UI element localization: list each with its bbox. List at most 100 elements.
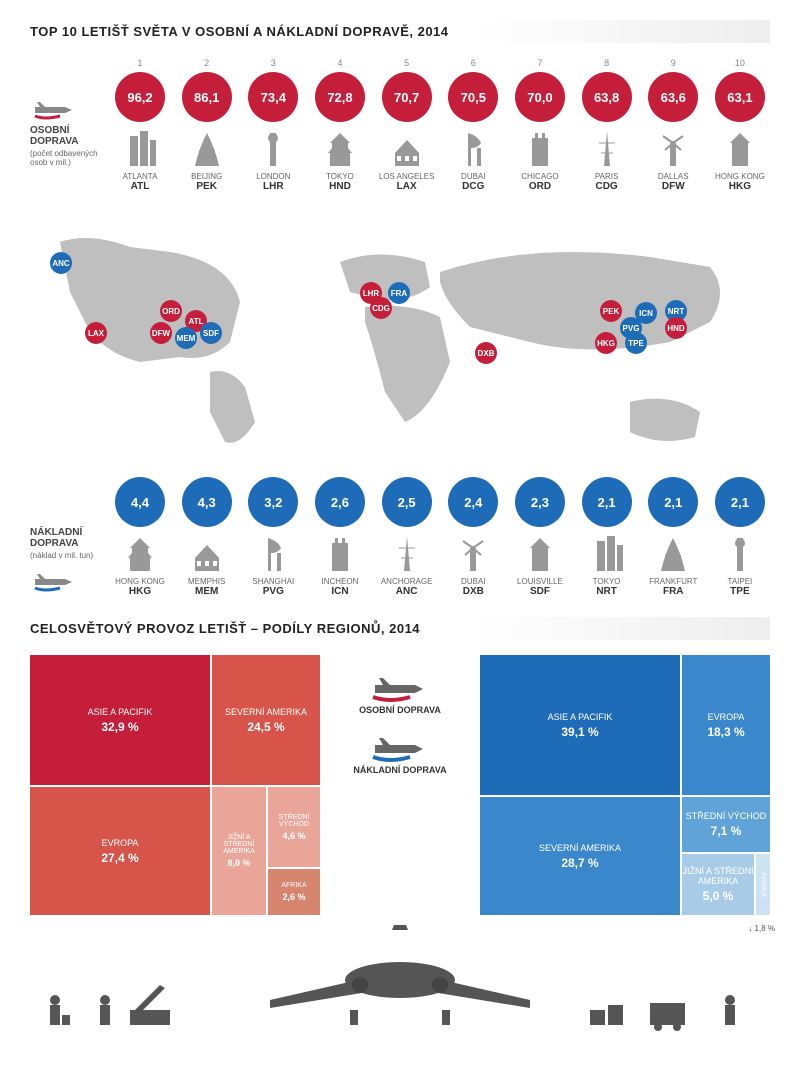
landmark-icon — [253, 128, 293, 168]
city-name: HONG KONG — [115, 577, 165, 586]
airport-code: ATL — [131, 181, 150, 192]
landmark-icon — [653, 533, 693, 573]
cargo-airport-FRA: 2,1 FRANKFURT FRA — [643, 477, 703, 597]
value-circle: 3,2 — [248, 477, 298, 527]
landmark-icon — [720, 128, 760, 168]
airport-code: ICN — [331, 586, 348, 597]
airport-code: NRT — [596, 586, 617, 597]
world-map: ANCLAXORDATLDFWMEMSDFLHRFRACDGDXBPEKICNN… — [30, 212, 770, 452]
dot-circle: LAX — [85, 322, 107, 344]
cargo-airport-MEM: 4,3 MEMPHIS MEM — [177, 477, 237, 597]
treemaps-container: ASIE A PACIFIK32,9 %SEVERNÍ AMERIKA24,5 … — [30, 655, 770, 915]
map-dot-PEK: PEK — [600, 300, 622, 322]
value-circle: 70,0 — [515, 72, 565, 122]
rank: 1 — [137, 58, 142, 68]
value-circle: 72,8 — [315, 72, 365, 122]
value-circle: 63,6 — [648, 72, 698, 122]
landmark-icon — [587, 533, 627, 573]
map-dot-LAX: LAX — [85, 322, 107, 344]
airport-code: DXB — [463, 586, 484, 597]
landmark-icon — [453, 533, 493, 573]
airport-code: LAX — [397, 181, 417, 192]
passenger-airport-ATL: 1 96,2 ATLANTA ATL — [110, 58, 170, 192]
value-circle: 2,5 — [382, 477, 432, 527]
value-circle: 70,5 — [448, 72, 498, 122]
city-name: BEIJING — [191, 172, 222, 181]
city-name: ATLANTA — [123, 172, 158, 181]
treemap-box: EVROPA27,4 % — [30, 787, 210, 915]
city-name: MEMPHIS — [188, 577, 225, 586]
dot-circle: SDF — [200, 322, 222, 344]
city-name: LONDON — [256, 172, 290, 181]
value-circle: 2,1 — [582, 477, 632, 527]
landmark-icon — [187, 128, 227, 168]
landmark-icon — [520, 128, 560, 168]
passenger-airport-ORD: 7 70,0 CHICAGO ORD — [510, 58, 570, 192]
dot-circle: PEK — [600, 300, 622, 322]
passenger-airport-LAX: 5 70,7 LOS ANGELES LAX — [377, 58, 437, 192]
landmark-icon — [320, 533, 360, 573]
value-circle: 96,2 — [115, 72, 165, 122]
section2-title: CELOSVĚTOVÝ PROVOZ LETIŠŤ – PODÍLY REGIO… — [30, 617, 770, 640]
passenger-airport-HND: 4 72,8 TOKYO HND — [310, 58, 370, 192]
plane-icon-blue — [30, 570, 110, 597]
airport-code: FRA — [663, 586, 684, 597]
plane-icon-red — [30, 98, 110, 125]
bottom-silhouette — [30, 925, 770, 1035]
city-name: TAIPEI — [728, 577, 753, 586]
treemap-box: STŘEDNÍ VÝCHOD7,1 % — [682, 797, 770, 852]
treemap-box: STŘEDNÍ VÝCHOD4,6 % — [268, 787, 320, 867]
value-circle: 4,3 — [182, 477, 232, 527]
passenger-airport-LHR: 3 73,4 LONDON LHR — [243, 58, 303, 192]
landmark-icon — [653, 128, 693, 168]
treemap-box: AFRIKA — [756, 854, 770, 915]
passenger-row: OSOBNÍ DOPRAVA (počet odbavených osob v … — [30, 58, 770, 192]
dot-circle: TPE — [625, 332, 647, 354]
cargo-airport-ANC: 2,5 ANCHORAGE ANC — [377, 477, 437, 597]
value-circle: 86,1 — [182, 72, 232, 122]
map-dot-MEM: MEM — [175, 327, 197, 349]
city-name: PARIS — [595, 172, 618, 181]
passenger-airport-HKG: 10 63,1 HONG KONG HKG — [710, 58, 770, 192]
airport-code: PVG — [263, 586, 284, 597]
airport-code: DFW — [662, 181, 685, 192]
airport-code: HND — [329, 181, 351, 192]
dot-circle: CDG — [370, 297, 392, 319]
landmark-icon — [120, 128, 160, 168]
city-name: FRANKFURT — [649, 577, 697, 586]
airport-code: HKG — [129, 586, 151, 597]
landmark-icon — [387, 128, 427, 168]
passenger-label-sub: (počet odbavených osob v mil.) — [30, 149, 110, 167]
cargo-airport-TPE: 2,1 TAIPEI TPE — [710, 477, 770, 597]
cargo-row: NÁKLADNÍ DOPRAVA (náklad v mil. tun) 4,4… — [30, 477, 770, 597]
landmark-icon — [520, 533, 560, 573]
landmark-icon — [587, 128, 627, 168]
airport-code: SDF — [530, 586, 550, 597]
cargo-airport-HKG: 4,4 HONG KONG HKG — [110, 477, 170, 597]
landmark-icon — [253, 533, 293, 573]
value-circle: 73,4 — [248, 72, 298, 122]
airport-code: MEM — [195, 586, 218, 597]
cargo-label-title: NÁKLADNÍ DOPRAVA — [30, 527, 110, 549]
passenger-airport-DFW: 9 63,6 DALLAS DFW — [643, 58, 703, 192]
airport-code: TPE — [730, 586, 749, 597]
value-circle: 2,6 — [315, 477, 365, 527]
cargo-label-sub: (náklad v mil. tun) — [30, 551, 110, 560]
treemap-box: JIŽNÍ A STŘEDNÍ AMERIKA8,0 % — [212, 787, 266, 915]
cargo-airport-PVG: 3,2 SHANGHAI PVG — [243, 477, 303, 597]
city-name: DUBAI — [461, 172, 485, 181]
treemap-box: SEVERNÍ AMERIKA28,7 % — [480, 797, 680, 915]
map-dot-ORD: ORD — [160, 300, 182, 322]
airport-code: CDG — [595, 181, 617, 192]
passenger-airport-PEK: 2 86,1 BEIJING PEK — [177, 58, 237, 192]
value-circle: 4,4 — [115, 477, 165, 527]
passenger-airport-CDG: 8 63,8 PARIS CDG — [577, 58, 637, 192]
rank: 5 — [404, 58, 409, 68]
city-name: TOKYO — [326, 172, 354, 181]
value-circle: 63,8 — [582, 72, 632, 122]
rank: 8 — [604, 58, 609, 68]
map-dot-DXB: DXB — [475, 342, 497, 364]
airport-code: DCG — [462, 181, 484, 192]
city-name: DUBAI — [461, 577, 485, 586]
map-dot-HND: HND — [665, 317, 687, 339]
